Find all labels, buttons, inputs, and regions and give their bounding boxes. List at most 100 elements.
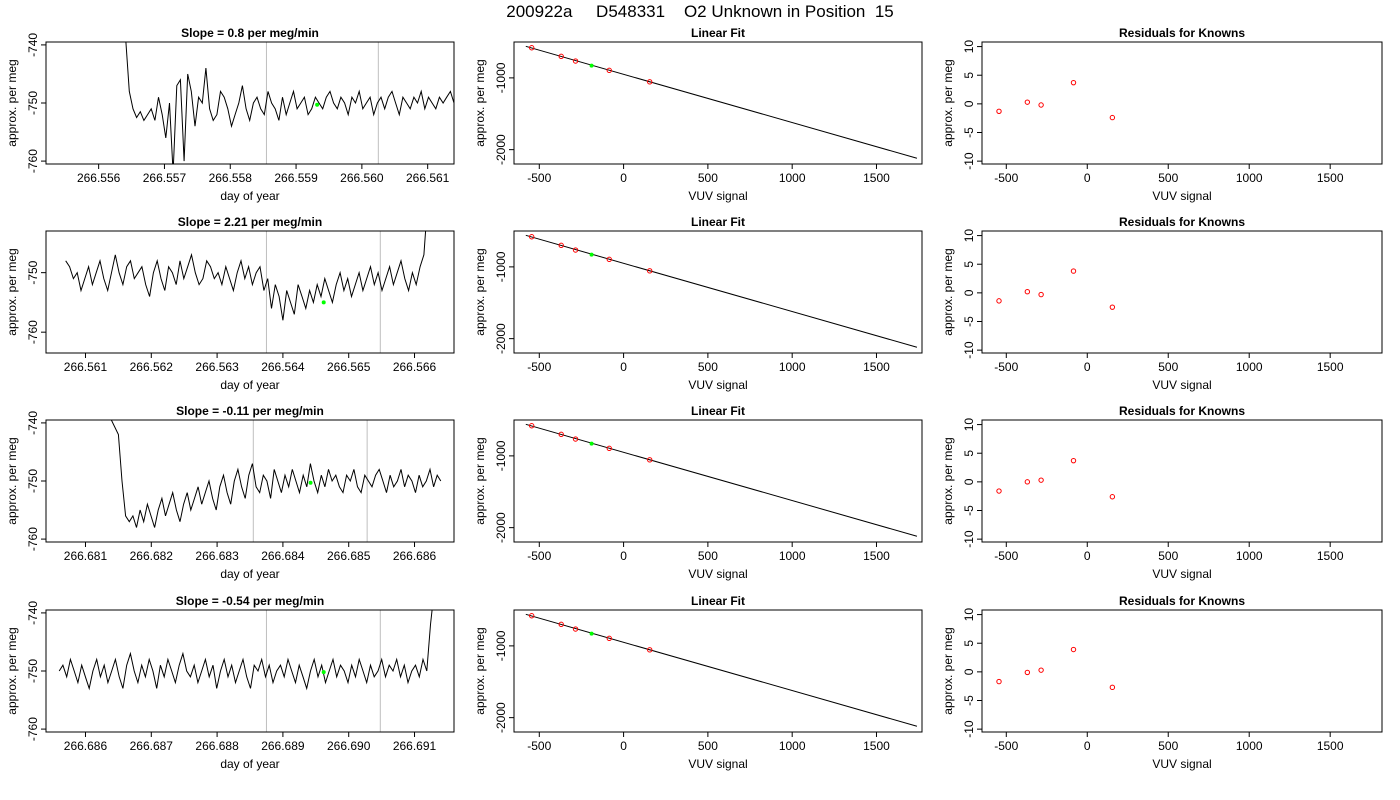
- x-tick-label: 266.683: [195, 549, 239, 563]
- unknown-point: [589, 631, 594, 636]
- x-tick-label: 266.564: [261, 360, 305, 374]
- y-axis-label: approx. per meg: [5, 248, 19, 335]
- known-point: [647, 457, 653, 463]
- residual-point: [1109, 684, 1116, 691]
- chart-panel-r1-c2: Residuals for Knowns -500 0 500 1000 1500 -10 -…: [941, 215, 1383, 392]
- plot-area: [65, 231, 427, 353]
- x-tick-label: -500: [527, 171, 551, 185]
- known-point: [558, 242, 564, 249]
- x-tick-label: 500: [1158, 360, 1178, 374]
- unknown-point: [589, 252, 594, 257]
- x-axis-label: day of year: [220, 189, 279, 203]
- residual-point: [1070, 457, 1077, 464]
- x-tick-label: 500: [698, 360, 718, 374]
- y-tick-label: -760: [26, 527, 40, 551]
- y-axis-label: approx. per meg: [941, 437, 955, 524]
- x-tick-label: 266.558: [209, 171, 253, 185]
- x-tick-label: 1500: [863, 549, 890, 563]
- known-point: [558, 431, 564, 438]
- unknown-point: [589, 63, 594, 68]
- x-tick-label: 1500: [863, 171, 890, 185]
- y-tick-label: 0: [962, 289, 976, 296]
- plot-area: [996, 646, 1116, 691]
- panel-title: Slope = 0.8 per meg/min: [181, 26, 319, 40]
- panel-title: Slope = -0.11 per meg/min: [176, 404, 324, 418]
- plot-frame: [981, 609, 1383, 733]
- x-tick-label: 266.686: [64, 739, 108, 753]
- y-tick-label: 5: [962, 640, 976, 647]
- panel-title: Linear Fit: [691, 26, 745, 40]
- x-tick-label: 266.563: [195, 360, 239, 374]
- y-tick-label: -1000: [494, 630, 508, 661]
- chart-panel-r1-c0: Slope = 2.21 per meg/min 266.561 266.562 26…: [5, 215, 455, 392]
- y-tick-label: -740: [26, 601, 40, 625]
- x-tick-label: 500: [698, 739, 718, 753]
- x-axis-label: VUV signal: [688, 567, 747, 581]
- unknown-marker: [321, 300, 326, 305]
- known-point: [606, 67, 612, 74]
- panel-title: Slope = 2.21 per meg/min: [178, 215, 322, 229]
- x-tick-label: 266.557: [143, 171, 187, 185]
- x-tick-label: 1000: [779, 360, 806, 374]
- unknown-point: [589, 441, 594, 446]
- x-tick-label: 0: [620, 549, 627, 563]
- plot-frame: [513, 41, 923, 165]
- y-tick-label: -750: [26, 469, 40, 493]
- y-tick-label: 10: [962, 608, 976, 622]
- signal-trace: [58, 610, 433, 691]
- x-tick-label: 1000: [1236, 739, 1263, 753]
- x-axis-label: VUV signal: [688, 189, 747, 203]
- x-tick-label: 0: [1084, 171, 1091, 185]
- y-tick-label: 10: [962, 418, 976, 432]
- x-tick-label: 1000: [1236, 549, 1263, 563]
- x-tick-label: 0: [1084, 549, 1091, 563]
- residual-point: [1038, 102, 1044, 108]
- y-axis-label: approx. per meg: [5, 627, 19, 714]
- x-tick-label: 266.556: [77, 171, 121, 185]
- x-axis-label: day of year: [220, 378, 279, 392]
- y-tick-label: -760: [26, 717, 40, 741]
- plot-frame: [981, 230, 1383, 354]
- chart-panel-r2-c1: Linear Fit -500 0 500 1000 1500 -2000 -1000 VUV …: [473, 404, 923, 581]
- known-point: [558, 53, 564, 60]
- residual-point: [1024, 289, 1031, 295]
- fit-line: [525, 234, 918, 348]
- fit-line: [525, 423, 918, 537]
- y-tick-label: -5: [962, 505, 976, 516]
- x-tick-label: 1000: [779, 549, 806, 563]
- y-tick-label: -760: [26, 149, 40, 173]
- x-tick-label: 266.685: [327, 549, 371, 563]
- residual-point: [1038, 667, 1044, 673]
- x-tick-label: 266.560: [340, 171, 384, 185]
- y-tick-label: -5: [962, 695, 976, 706]
- panel-title: Residuals for Knowns: [1119, 215, 1245, 229]
- x-tick-label: -500: [527, 739, 551, 753]
- y-tick-label: -740: [26, 33, 40, 57]
- x-tick-label: 266.688: [195, 739, 239, 753]
- y-axis-label: approx. per meg: [941, 248, 955, 335]
- plot-area: [996, 79, 1116, 121]
- plot-frame: [513, 609, 923, 733]
- plot-area: [58, 610, 433, 732]
- y-tick-label: -760: [26, 320, 40, 344]
- known-point: [529, 613, 535, 619]
- y-axis-label: approx. per meg: [473, 59, 487, 146]
- residual-point: [1109, 494, 1116, 500]
- known-point: [647, 647, 653, 653]
- x-tick-label: 500: [698, 549, 718, 563]
- x-tick-label: 266.684: [261, 549, 305, 563]
- chart-panel-r2-c2: Residuals for Knowns -500 0 500 1000 1500 -10 -…: [941, 404, 1383, 581]
- known-point: [572, 247, 579, 253]
- x-tick-label: 266.686: [393, 549, 437, 563]
- panel-title: Linear Fit: [691, 215, 745, 229]
- residual-point: [996, 298, 1002, 304]
- known-point: [606, 256, 612, 263]
- unknown-marker: [308, 480, 313, 485]
- y-tick-label: 0: [962, 668, 976, 675]
- x-axis-label: VUV signal: [1152, 757, 1211, 771]
- signal-trace: [65, 231, 427, 321]
- signal-trace: [110, 420, 442, 528]
- plot-area: [525, 234, 918, 348]
- y-tick-label: 0: [962, 100, 976, 107]
- x-axis-label: day of year: [220, 757, 279, 771]
